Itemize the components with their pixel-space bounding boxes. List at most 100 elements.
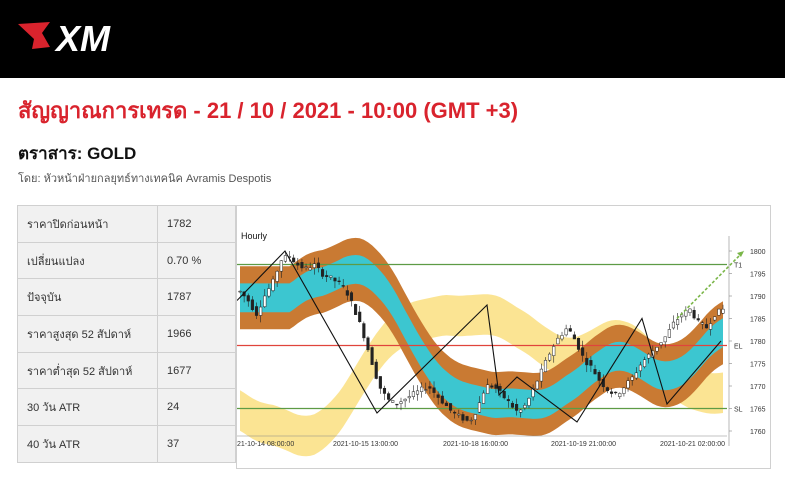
candle-body [453,411,457,414]
candle-body [387,393,391,400]
candle-body [428,386,432,389]
price-tick-label: 1800 [750,249,766,256]
candle-body [506,399,510,402]
stat-label: ปัจจุบัน [17,278,158,317]
price-axis: 1760 1765 1770 1775 1780 1785 1790 1795 1800 [728,236,766,446]
stat-label: ราคาปิดก่อนหน้า [17,205,158,243]
candle-body [494,384,498,389]
candle-body [465,416,469,421]
timeframe-label: Hourly [241,231,268,241]
candle-body [704,324,709,329]
candle-body [568,328,572,332]
table-row: 40 วัน ATR 37 [17,425,236,463]
candle-body [308,267,312,271]
price-tick-label: 1780 [750,339,766,346]
candle-body [700,322,704,325]
candle-body [271,278,275,291]
candle-body [395,403,399,406]
candle-body [391,400,395,403]
stat-value: 1787 [157,278,236,317]
candle-body [490,385,494,388]
table-row: ราคาสูงสุด 52 สัปดาห์ 1966 [17,315,236,353]
time-tick-label: 2021-10-21 02:00:00 [660,441,725,448]
stat-value: 1677 [157,351,236,390]
stat-label: ราคาต่ำสุด 52 สัปดาห์ [17,351,158,390]
candle-body [254,306,259,316]
candle-body [626,380,630,389]
candle-body [614,391,618,394]
candle-body [366,337,370,351]
stat-label: 40 วัน ATR [17,425,158,463]
candle-body [399,401,403,404]
price-tick-label: 1785 [750,317,766,324]
candle-body [663,336,667,343]
candle-body [556,337,560,345]
candle-body [564,328,568,336]
candle-body [572,334,576,340]
candle-body [634,372,638,379]
projection-line [676,250,745,320]
candle-body [502,391,506,399]
candle-body [721,308,725,314]
candle-body [498,386,502,391]
candle-body [300,262,304,269]
candle-body [486,384,490,394]
candle-body [543,360,548,372]
candle-body [246,295,250,302]
candle-body [539,368,543,382]
candle-body [638,364,642,372]
stat-label: 30 วัน ATR [17,388,158,427]
level-el-label: EL [734,344,743,351]
stat-value: 1782 [157,205,236,243]
candle-body [329,275,333,278]
candle-body [440,395,444,404]
candle-body [424,389,428,391]
author-line: โดย: หัวหน้าฝ่ายกลยุทธ์ทางเทคนิค Avramis… [18,173,272,185]
candle-body [717,308,721,316]
instrument-title: ตราสาร: GOLD [18,144,137,163]
candle-body [403,398,407,402]
candle-body [709,323,713,330]
candle-body [411,391,415,397]
xm-logo[interactable]: XM [14,14,138,58]
candle-body [688,308,692,314]
candle-body [531,387,535,398]
stat-label: เปลี่ยนแปลง [17,241,158,280]
price-chart: T1 EL SL 1760 1765 1770 1775 1780 1785 1790 1795 1… [236,205,771,469]
candle-body [609,391,614,394]
level-t1-label: T1 [734,263,742,270]
candle-body [510,402,515,408]
candle-body [713,316,717,321]
zigzag-path [236,250,722,423]
candle-body [667,329,671,338]
candle-body [238,290,242,293]
candle-body [316,262,320,269]
candle-body [275,271,279,282]
candle-body [354,304,358,315]
price-tick-label: 1790 [750,294,766,301]
candle-body [283,255,287,262]
candle-body [548,353,552,361]
candle-body [263,295,267,307]
candle-body [527,398,531,406]
candle-body [444,402,448,407]
candle-body [643,359,647,368]
stat-value: 0.70 % [157,241,236,280]
candle-body [477,402,481,413]
candle-body [461,414,465,421]
candle-body [597,372,601,381]
candle-body [374,361,378,379]
candle-body [671,321,676,329]
table-row: เปลี่ยนแปลง 0.70 % [17,241,236,280]
candle-body [337,280,341,282]
time-tick-label: 2021-10-18 16:00:00 [443,441,508,448]
table-row: ปัจจุบัน 1787 [17,278,236,317]
candle-body [259,306,263,316]
candle-body [676,319,680,326]
time-tick-label: 21-10-14 08:00:00 [237,441,294,448]
header-bar: XM [0,0,785,78]
candle-body [267,288,271,297]
candle-body [581,347,585,356]
candle-body [382,387,387,394]
price-tick-label: 1760 [750,429,766,436]
